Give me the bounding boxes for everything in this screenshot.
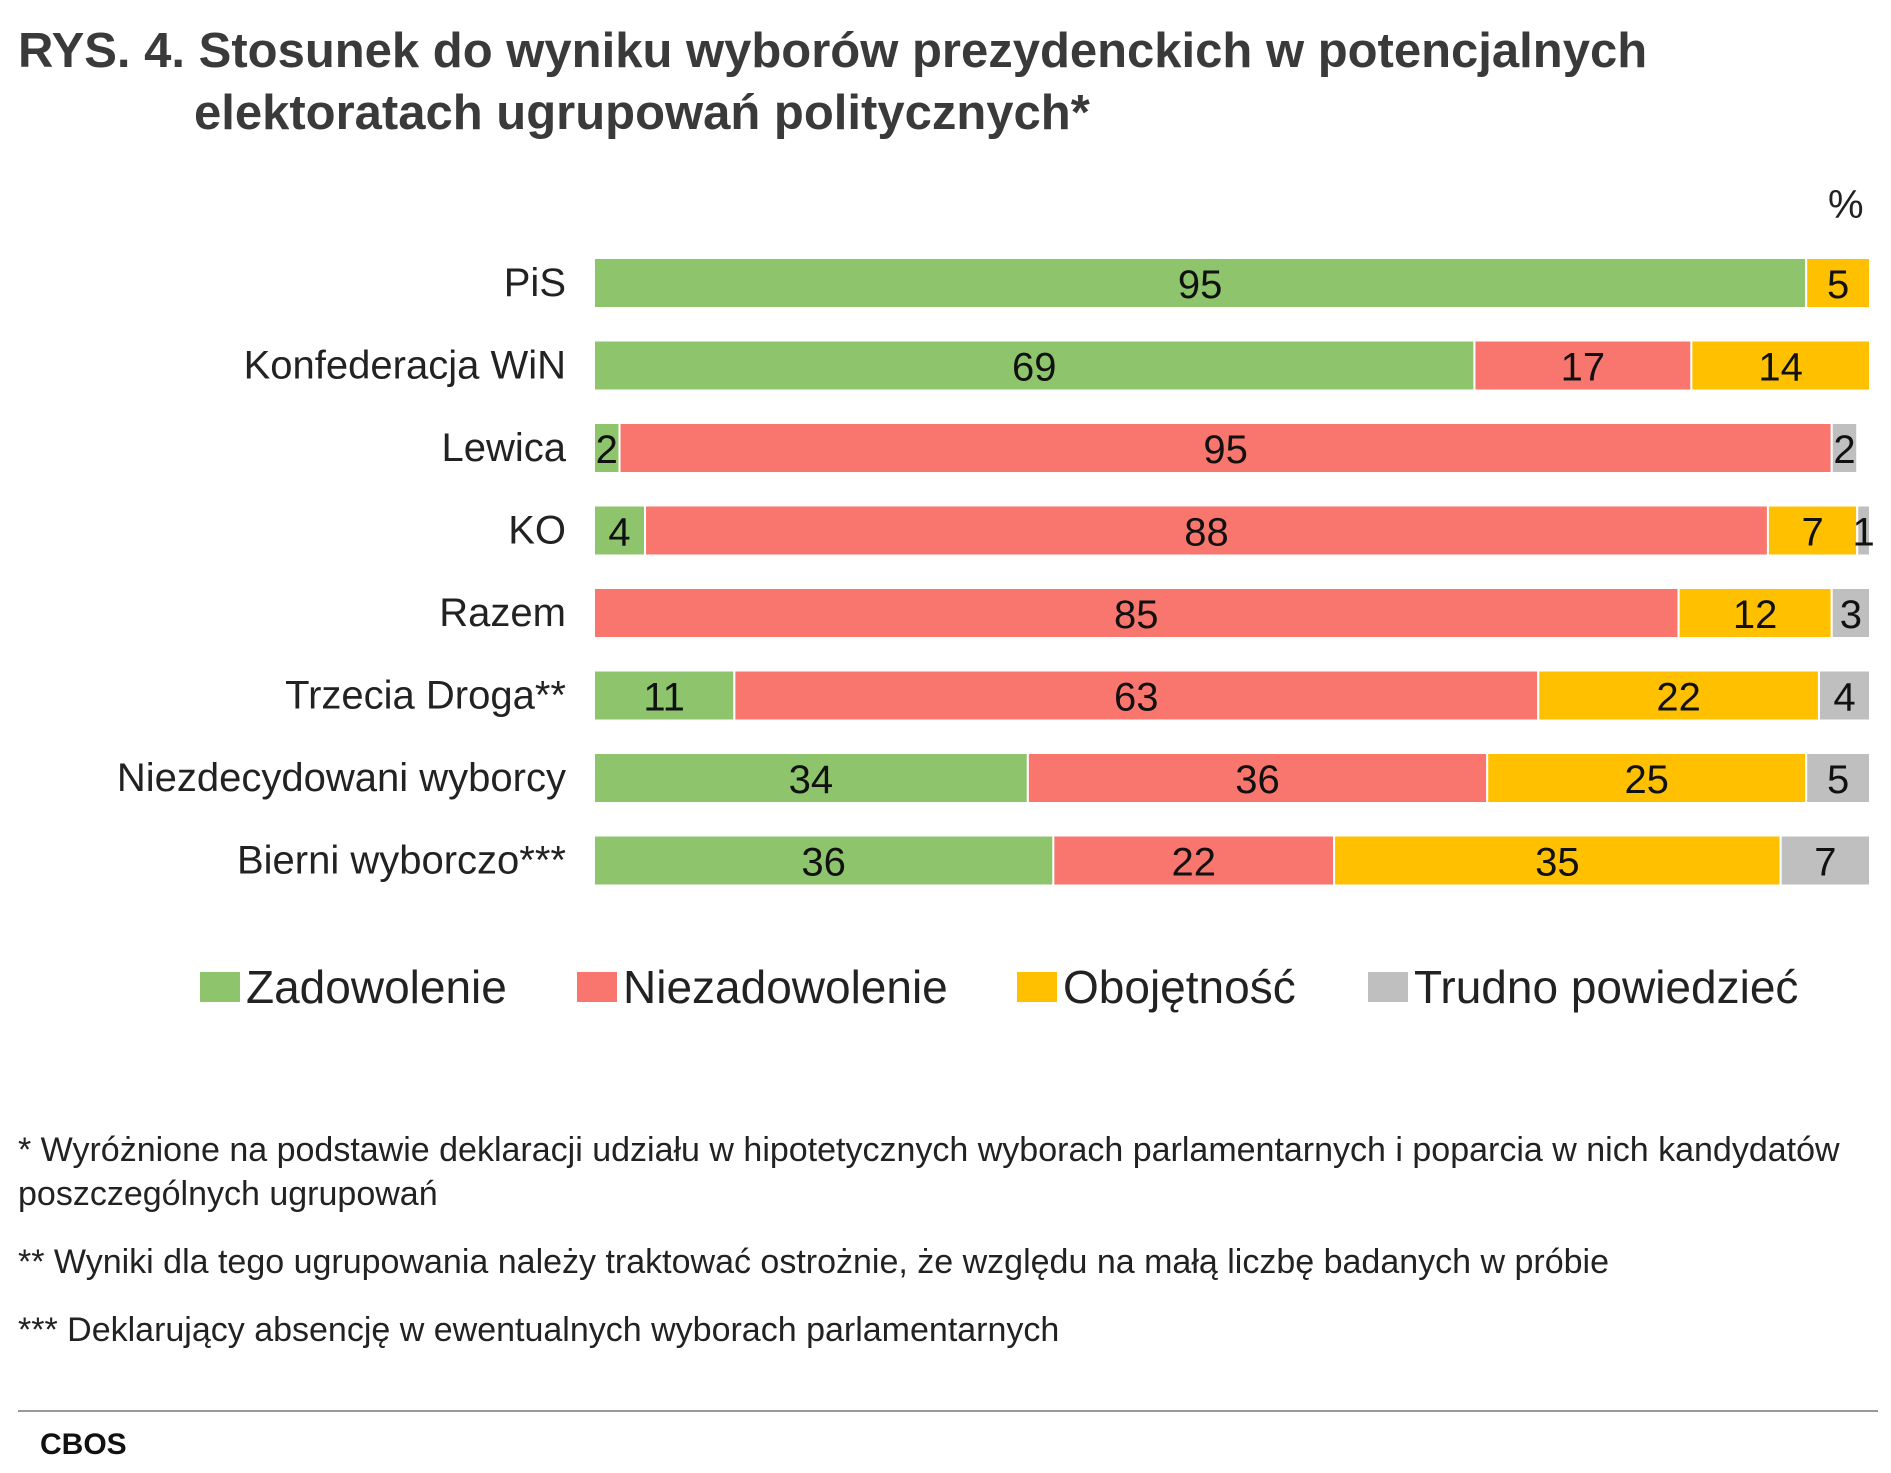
value-label-konfederacja-win-obojetnosc: 14 [1758, 346, 1803, 390]
category-label-niezdecydowani-wyborcy: Niezdecydowani wyborcy [117, 756, 566, 800]
value-label-ko-trudno-powiedziec: 1 [1852, 511, 1874, 555]
legend-item-niezadowolenie: Niezadowolenie [577, 960, 948, 1014]
title-line-2: elektoratach ugrupowań politycznych* [194, 86, 1090, 140]
value-label-trzecia-droga-niezadowolenie: 63 [1114, 676, 1159, 720]
value-label-trzecia-droga-zadowolenie: 11 [643, 676, 685, 720]
footer-divider [18, 1410, 1878, 1412]
bar-lewica-niezadowolenie [618, 422, 1833, 474]
bar-konfederacja-win-zadowolenie [593, 339, 1476, 392]
legend-item-trudno-powiedziec: Trudno powiedzieć [1368, 960, 1798, 1014]
bar-bierni-wyborczo-zadowolenie [593, 834, 1055, 887]
value-label-konfederacja-win-zadowolenie: 69 [1012, 346, 1057, 390]
legend-swatch-niezadowolenie [577, 972, 617, 1002]
category-label-ko: KO [508, 509, 566, 553]
bar-pis-zadowolenie [593, 257, 1808, 309]
value-label-lewica-niezadowolenie: 95 [1203, 428, 1248, 472]
value-label-razem-niezadowolenie: 85 [1114, 593, 1159, 637]
bar-trzecia-droga-niezadowolenie [733, 669, 1540, 722]
bar-bierni-wyborczo-niezadowolenie [1052, 834, 1336, 887]
legend-swatch-trudno-powiedziec [1368, 972, 1408, 1002]
bar-lewica-trudno-powiedziec [1830, 422, 1859, 474]
source-label: CBOS [40, 1428, 127, 1461]
footnotes: * Wyróżnione na podstawie deklaracji udz… [18, 1128, 1878, 1376]
value-label-ko-niezadowolenie: 88 [1184, 511, 1229, 555]
footnote-2: ** Wyniki dla tego ugrupowania należy tr… [18, 1243, 1610, 1281]
value-label-pis-obojetnosc: 5 [1827, 263, 1849, 307]
bar-ko-trudno-powiedziec [1856, 504, 1871, 557]
category-label-bierni-wyborczo: Bierni wyborczo*** [237, 839, 566, 883]
category-label-konfederacja-win: Konfederacja WiN [244, 344, 566, 388]
value-label-konfederacja-win-niezadowolenie: 17 [1561, 346, 1606, 390]
bar-pis-obojetnosc [1805, 257, 1871, 309]
value-label-niezdecydowani-wyborcy-obojetnosc: 25 [1624, 758, 1669, 802]
chart-title: RYS. 4. Stosunek do wyniku wyborów prezy… [18, 20, 1647, 144]
bar-bierni-wyborczo-obojetnosc [1333, 834, 1782, 887]
bar-trzecia-droga-obojetnosc [1537, 669, 1820, 722]
value-label-lewica-zadowolenie: 2 [596, 428, 618, 472]
bar-razem-niezadowolenie [593, 587, 1680, 639]
legend-item-obojetnosc: Obojętność [1017, 960, 1296, 1014]
bar-ko-niezadowolenie [644, 504, 1769, 557]
category-label-pis: PiS [504, 261, 566, 305]
legend-item-zadowolenie: Zadowolenie [200, 960, 507, 1014]
category-label-razem: Razem [439, 591, 566, 635]
value-label-ko-zadowolenie: 4 [608, 511, 630, 555]
value-label-trzecia-droga-trudno-powiedziec: 4 [1833, 676, 1855, 720]
legend-label-trudno-powiedziec: Trudno powiedzieć [1414, 961, 1799, 1013]
value-label-bierni-wyborczo-trudno-powiedziec: 7 [1814, 841, 1836, 885]
bar-niezdecydowani-wyborcy-trudno-powiedziec [1805, 752, 1871, 804]
bar-niezdecydowani-wyborcy-obojetnosc [1486, 752, 1808, 804]
title-line-1: RYS. 4. Stosunek do wyniku wyborów prezy… [18, 24, 1648, 78]
value-label-bierni-wyborczo-zadowolenie: 36 [801, 841, 846, 885]
value-label-bierni-wyborczo-obojetnosc: 35 [1535, 841, 1580, 885]
bar-trzecia-droga-zadowolenie [593, 669, 736, 722]
value-label-razem-obojetnosc: 12 [1733, 593, 1778, 637]
footnote-3: *** Deklarujący absencję w ewentualnych … [18, 1311, 1060, 1349]
value-label-niezdecydowani-wyborcy-niezadowolenie: 36 [1235, 758, 1280, 802]
value-label-ko-obojetnosc: 7 [1801, 511, 1823, 555]
legend-label-niezadowolenie: Niezadowolenie [623, 961, 948, 1013]
legend-swatch-obojetnosc [1017, 972, 1057, 1002]
value-label-niezdecydowani-wyborcy-zadowolenie: 34 [789, 758, 834, 802]
bar-bierni-wyborczo-trudno-powiedziec [1779, 834, 1872, 887]
value-label-bierni-wyborczo-niezadowolenie: 22 [1171, 841, 1216, 885]
legend-swatch-zadowolenie [200, 972, 240, 1002]
bar-razem-trudno-powiedziec [1830, 587, 1871, 639]
category-label-lewica: Lewica [441, 426, 566, 470]
unit-label: % [1828, 183, 1864, 227]
value-label-niezdecydowani-wyborcy-trudno-powiedziec: 5 [1827, 758, 1849, 802]
bar-trzecia-droga-trudno-powiedziec [1817, 669, 1871, 722]
value-label-pis-zadowolenie: 95 [1178, 263, 1223, 307]
bar-ko-zadowolenie [593, 504, 647, 557]
value-label-lewica-trudno-powiedziec: 2 [1833, 428, 1855, 472]
category-label-trzecia-droga: Trzecia Droga** [285, 674, 566, 718]
footnote-1: * Wyróżnione na podstawie deklaracji udz… [18, 1131, 1840, 1213]
bar-razem-obojetnosc [1677, 587, 1833, 639]
legend: Zadowolenie Niezadowolenie Obojętność Tr… [0, 960, 1891, 1020]
value-label-trzecia-droga-obojetnosc: 22 [1656, 676, 1701, 720]
legend-label-zadowolenie: Zadowolenie [246, 961, 507, 1013]
legend-label-obojetnosc: Obojętność [1063, 961, 1296, 1013]
bar-niezdecydowani-wyborcy-zadowolenie [593, 752, 1029, 804]
bar-konfederacja-win-obojetnosc [1690, 339, 1871, 392]
value-label-razem-trudno-powiedziec: 3 [1840, 593, 1862, 637]
